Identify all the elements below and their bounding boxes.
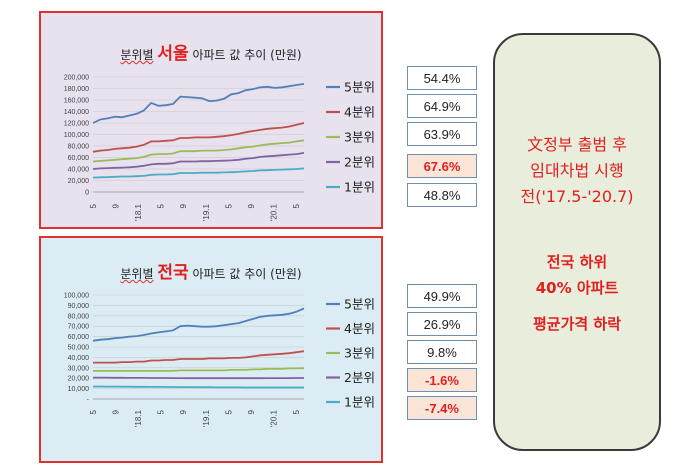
- x-tick-label: '20.1: [269, 409, 278, 427]
- seoul-series-line-1: [92, 122, 305, 153]
- seoul-title-suffix: 아파트 값 추이 (만원): [192, 48, 302, 62]
- national-title-suffix: 아파트 값 추이 (만원): [192, 267, 302, 281]
- national-legend-label-4: 1분위: [344, 395, 375, 410]
- national-chart-panel: 분위별 전국 아파트 값 추이 (만원): [39, 236, 383, 463]
- x-tick-label: 9: [112, 203, 121, 208]
- y-tick-label: 40,000: [68, 167, 90, 174]
- seoul-change-q3: 63.9%: [407, 122, 477, 146]
- national-change-q5: 49.9%: [407, 284, 477, 308]
- seoul-change-q2: 67.6%: [407, 154, 477, 178]
- y-tick-label: 20,000: [68, 376, 90, 383]
- y-tick-label: 80,000: [68, 144, 90, 151]
- national-line-chart: - 10,000 20,000 30,000 40,000 50,000 60,000 70,…: [64, 293, 375, 428]
- y-tick-label: 180,000: [64, 86, 89, 93]
- y-tick-label: 40,000: [68, 355, 90, 362]
- callout-line-2: 임대차법 시행: [530, 161, 624, 180]
- national-change-q1: -7.4%: [407, 396, 477, 420]
- national-series-line-0: [92, 307, 305, 342]
- x-tick-label: '18.1: [134, 409, 143, 427]
- callout-line-4: 전국 하위: [546, 253, 608, 271]
- y-tick-label: 100,000: [64, 132, 89, 139]
- seoul-series-line-3: [92, 152, 305, 170]
- seoul-series-line-0: [92, 83, 305, 124]
- callout-line-5: 40% 아파트: [535, 279, 619, 297]
- x-tick-label: '20.1: [269, 203, 278, 221]
- y-tick-label: -: [87, 397, 90, 404]
- y-tick-label: 200,000: [64, 75, 89, 82]
- national-chart-title: 분위별 전국 아파트 값 추이 (만원): [41, 258, 381, 283]
- seoul-legend-label-0: 5분위: [344, 80, 375, 95]
- y-tick-label: 10,000: [68, 386, 90, 393]
- y-tick-label: 60,000: [68, 334, 90, 341]
- x-tick-label: 9: [247, 203, 256, 208]
- summary-callout: 文정부 출범 후 임대차법 시행 전('17.5-'20.7) 전국 하위 40…: [493, 33, 661, 451]
- national-series-line-2: [93, 367, 305, 372]
- national-series-line-3: [93, 376, 304, 380]
- seoul-legend-label-4: 1분위: [344, 180, 375, 195]
- x-tick-label: '19.1: [202, 409, 211, 427]
- callout-period-text: 文정부 출범 후 임대차법 시행 전('17.5-'20.7): [495, 132, 659, 210]
- x-tick-label: 9: [179, 203, 188, 208]
- seoul-legend-label-1: 4분위: [344, 105, 375, 120]
- x-tick-label: 5: [292, 409, 301, 414]
- y-tick-label: 140,000: [64, 109, 89, 116]
- national-legend-label-2: 3분위: [344, 346, 375, 361]
- y-tick-label: 0: [85, 190, 89, 197]
- national-series-line-4: [93, 385, 304, 389]
- y-tick-label: 80,000: [68, 313, 90, 320]
- seoul-change-q5: 54.4%: [407, 66, 477, 90]
- y-tick-label: 120,000: [64, 121, 89, 128]
- national-title-region: 전국: [157, 263, 189, 283]
- callout-line-1: 文정부 출범 후: [527, 135, 627, 154]
- seoul-change-q1: 48.8%: [407, 183, 477, 207]
- seoul-legend-label-3: 2분위: [344, 155, 375, 170]
- seoul-title-region: 서울: [157, 44, 189, 64]
- national-series-line-1: [93, 350, 305, 364]
- x-tick-label: 5: [292, 203, 301, 208]
- national-change-q3: 9.8%: [407, 340, 477, 364]
- x-tick-label: 9: [112, 409, 121, 414]
- y-tick-label: 100,000: [64, 293, 89, 300]
- national-title-prefix: 분위별: [120, 267, 154, 281]
- y-tick-label: 30,000: [68, 365, 90, 372]
- y-tick-label: 90,000: [68, 303, 90, 310]
- x-tick-label: 5: [157, 409, 166, 414]
- y-tick-label: 50,000: [68, 345, 90, 352]
- national-legend-label-1: 4분위: [344, 321, 375, 336]
- x-tick-label: '19.1: [202, 203, 211, 221]
- seoul-series-line-4: [92, 167, 305, 179]
- x-tick-label: 5: [89, 409, 98, 414]
- seoul-chart-title: 분위별 서울 아파트 값 추이 (만원): [41, 39, 381, 64]
- x-tick-label: 5: [89, 203, 98, 208]
- seoul-title-prefix: 분위별: [120, 48, 154, 62]
- seoul-line-chart: 0 20,000 40,000 60,000 80,000 100,000 120,000 1…: [64, 75, 375, 222]
- callout-line-3: 전('17.5-'20.7): [520, 187, 634, 206]
- seoul-change-q4: 64.9%: [407, 94, 477, 118]
- callout-conclusion-text: 전국 하위 40% 아파트 평균가격 하락: [495, 249, 659, 337]
- callout-line-6: 평균가격 하락: [532, 315, 622, 333]
- seoul-series-line-2: [92, 139, 305, 163]
- y-tick-label: 20,000: [68, 178, 90, 185]
- national-change-q2: -1.6%: [407, 368, 477, 392]
- x-tick-label: 9: [247, 409, 256, 414]
- y-tick-label: 70,000: [68, 324, 90, 331]
- x-tick-label: 9: [179, 409, 188, 414]
- y-tick-label: 60,000: [68, 155, 90, 162]
- x-tick-label: '18.1: [134, 203, 143, 221]
- national-legend-label-0: 5분위: [344, 297, 375, 312]
- x-tick-label: 5: [224, 409, 233, 414]
- x-tick-label: 5: [224, 203, 233, 208]
- seoul-legend-label-2: 3분위: [344, 130, 375, 145]
- y-tick-label: 160,000: [64, 98, 89, 105]
- seoul-chart-panel: 분위별 서울 아파트 값 추이 (만원): [39, 11, 383, 229]
- national-change-q4: 26.9%: [407, 312, 477, 336]
- national-legend-label-3: 2분위: [344, 370, 375, 385]
- x-tick-label: 5: [157, 203, 166, 208]
